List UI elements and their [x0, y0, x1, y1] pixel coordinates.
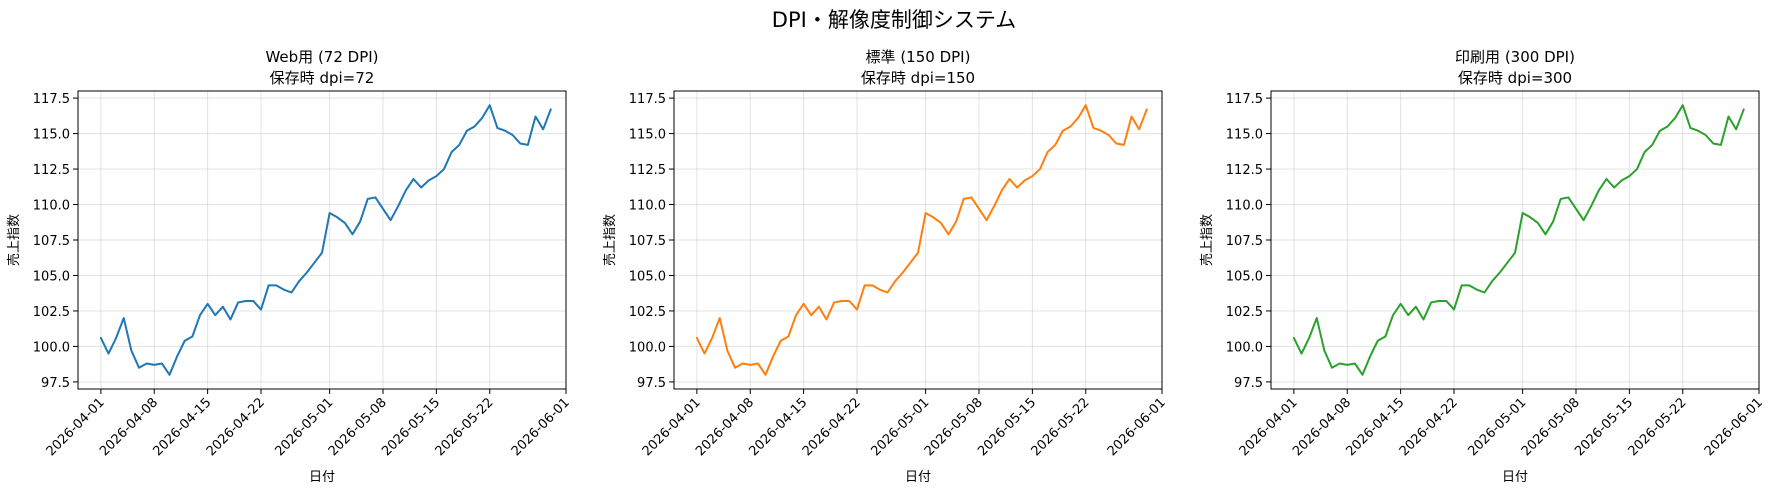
y-axis-label: 売上指数 [1199, 214, 1215, 266]
y-tick-label: 97.5 [1234, 376, 1263, 391]
y-tick-label: 107.5 [33, 234, 70, 249]
y-tick-label: 117.5 [33, 92, 70, 107]
chart-subtitle: 保存時 dpi=72 [270, 69, 375, 87]
y-tick-label: 100.0 [33, 340, 70, 355]
x-tick-label: 2026-06-01 [509, 395, 573, 459]
chart-subtitle: 保存時 dpi=300 [1458, 69, 1572, 87]
x-axis-label: 日付 [309, 470, 335, 485]
y-axis-label: 売上指数 [6, 214, 22, 266]
chart-panel-2: 標準 (150 DPI) 保存時 dpi=150 97.5 100.0 102.5 105… [602, 48, 1169, 485]
y-tick-label: 115.0 [629, 128, 666, 143]
y-tick-label: 100.0 [629, 340, 666, 355]
y-axis-label: 売上指数 [602, 214, 618, 266]
x-axis-label: 日付 [1502, 470, 1528, 485]
y-tick-label: 100.0 [1226, 340, 1263, 355]
y-tick-label: 105.0 [1226, 269, 1263, 284]
y-tick-label: 115.0 [1226, 128, 1263, 143]
y-tick-label: 102.5 [33, 305, 70, 320]
figure-suptitle: DPI・解像度制御システム [772, 8, 1016, 32]
series-line [1292, 104, 1745, 376]
y-tick-label: 97.5 [637, 376, 666, 391]
y-tick-label: 112.5 [629, 163, 666, 178]
chart-title: Web用 (72 DPI) [265, 48, 378, 66]
y-tick-label: 105.0 [629, 269, 666, 284]
x-tick-label: 2026-06-01 [1702, 395, 1766, 459]
x-axis-label: 日付 [905, 470, 931, 485]
y-tick-label: 97.5 [41, 376, 70, 391]
chart-title: 印刷用 (300 DPI) [1455, 48, 1575, 66]
series-line [695, 104, 1148, 376]
y-tick-label: 117.5 [1226, 92, 1263, 107]
y-tick-label: 110.0 [1226, 199, 1263, 214]
y-tick-label: 115.0 [33, 128, 70, 143]
y-tick-label: 102.5 [1226, 305, 1263, 320]
y-tick-label: 110.0 [33, 199, 70, 214]
y-tick-label: 105.0 [33, 269, 70, 284]
y-tick-label: 112.5 [1226, 163, 1263, 178]
chart-subtitle: 保存時 dpi=150 [861, 69, 975, 87]
chart-title: 標準 (150 DPI) [866, 48, 971, 66]
chart-panels: Web用 (72 DPI) 保存時 dpi=72 97.5 100.0 102.5 105… [6, 48, 1766, 485]
y-tick-label: 112.5 [33, 163, 70, 178]
series-line [99, 104, 552, 376]
y-tick-label: 102.5 [629, 305, 666, 320]
y-tick-label: 110.0 [629, 199, 666, 214]
y-tick-label: 107.5 [1226, 234, 1263, 249]
x-tick-label: 2026-06-01 [1105, 395, 1169, 459]
y-tick-label: 117.5 [629, 92, 666, 107]
y-tick-label: 107.5 [629, 234, 666, 249]
chart-panel-1: Web用 (72 DPI) 保存時 dpi=72 97.5 100.0 102.5 105… [6, 48, 573, 485]
chart-panel-3: 印刷用 (300 DPI) 保存時 dpi=300 97.5 100.0 102.5 10… [1199, 48, 1766, 485]
